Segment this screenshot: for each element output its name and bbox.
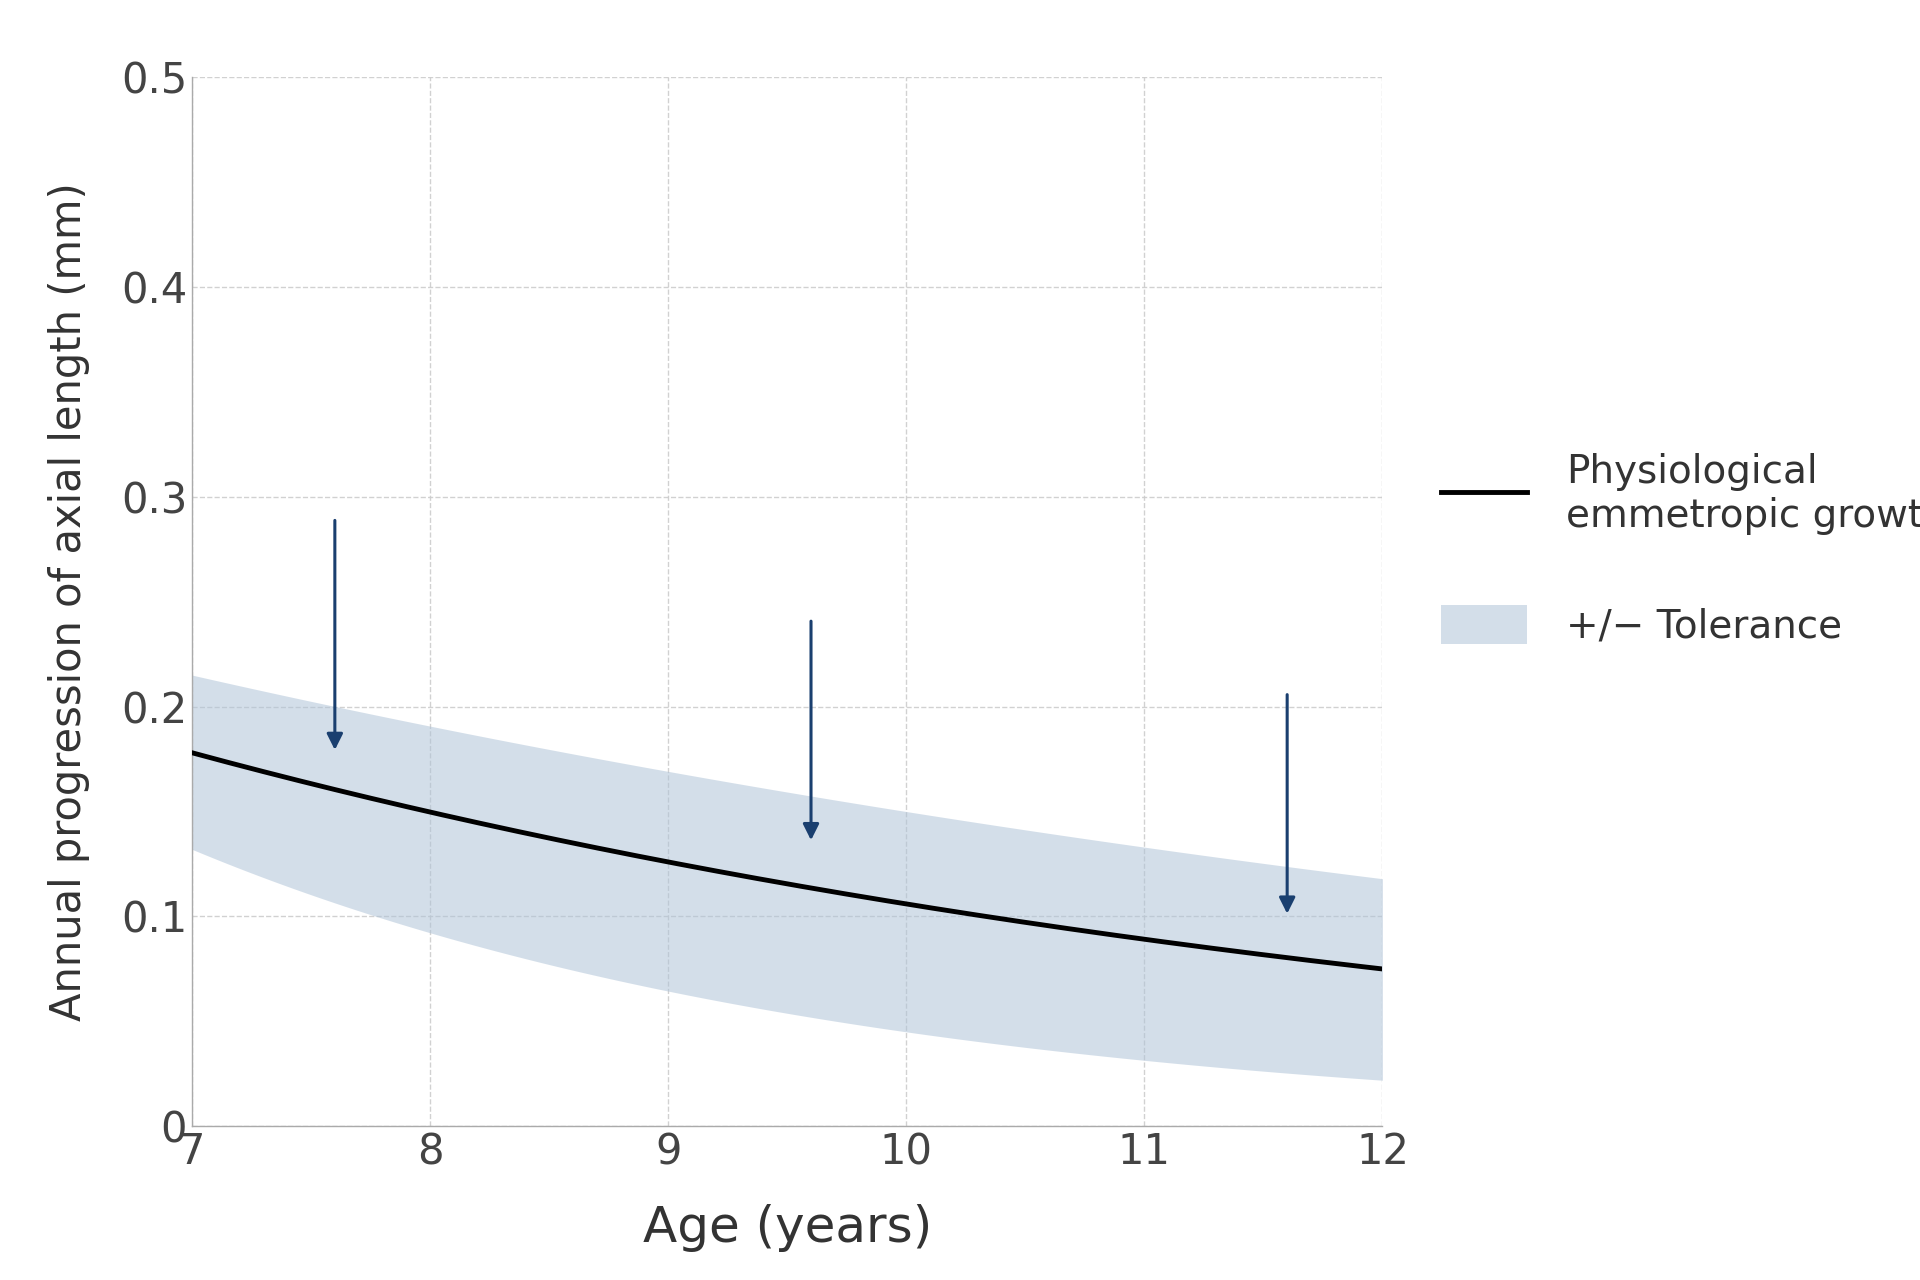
X-axis label: Age (years): Age (years) xyxy=(643,1203,931,1252)
Y-axis label: Annual progression of axial length (mm): Annual progression of axial length (mm) xyxy=(48,182,90,1021)
Legend: Physiological
emmetropic growth, +/− Tolerance: Physiological emmetropic growth, +/− Tol… xyxy=(1427,436,1920,662)
